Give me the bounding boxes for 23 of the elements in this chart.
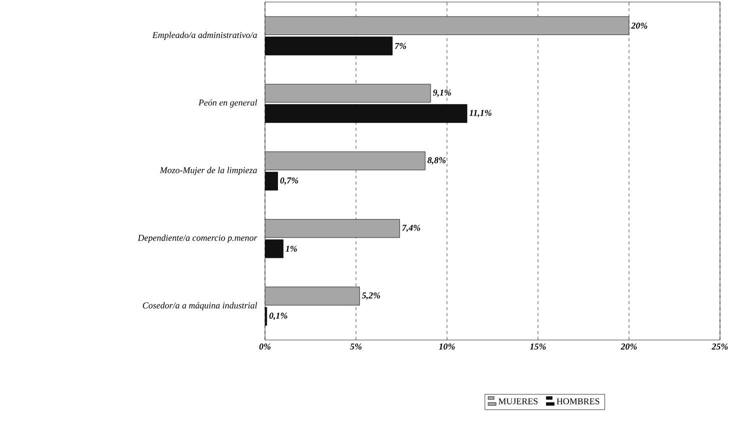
y-tick-label: Empleado/a administrativo/a xyxy=(152,32,257,40)
x-tick-label: 0% xyxy=(259,344,271,350)
x-tick-label: 5% xyxy=(350,344,362,350)
data-label: 5,2% xyxy=(362,292,380,300)
data-label: 20% xyxy=(631,22,648,29)
data-label: 9,1% xyxy=(432,90,452,97)
legend-label: MUJERES xyxy=(498,398,538,404)
legend-label: HOMBRES xyxy=(556,398,600,404)
data-label: 7,4% xyxy=(402,224,420,232)
data-label: 1% xyxy=(286,246,297,252)
y-tick-label: Cosedor/a a máquina industrial xyxy=(142,302,258,310)
data-label: 11,1% xyxy=(469,110,492,118)
x-tick-label: 10% xyxy=(438,344,455,350)
x-tick-label: 15% xyxy=(530,344,546,350)
x-tick-label: 25% xyxy=(712,344,728,350)
y-tick-label: Peón en general xyxy=(198,99,258,108)
x-tick-label: 20% xyxy=(620,344,637,350)
data-label: 0,1% xyxy=(269,312,288,320)
y-tick-label: Dependiente/a comercio p.menor xyxy=(138,234,258,243)
data-label: 8,8% xyxy=(428,157,446,165)
data-label: 7% xyxy=(394,42,406,49)
y-tick-label: Mozo-Mujer de la limpieza xyxy=(160,166,257,176)
data-label: 0,7% xyxy=(280,177,298,185)
